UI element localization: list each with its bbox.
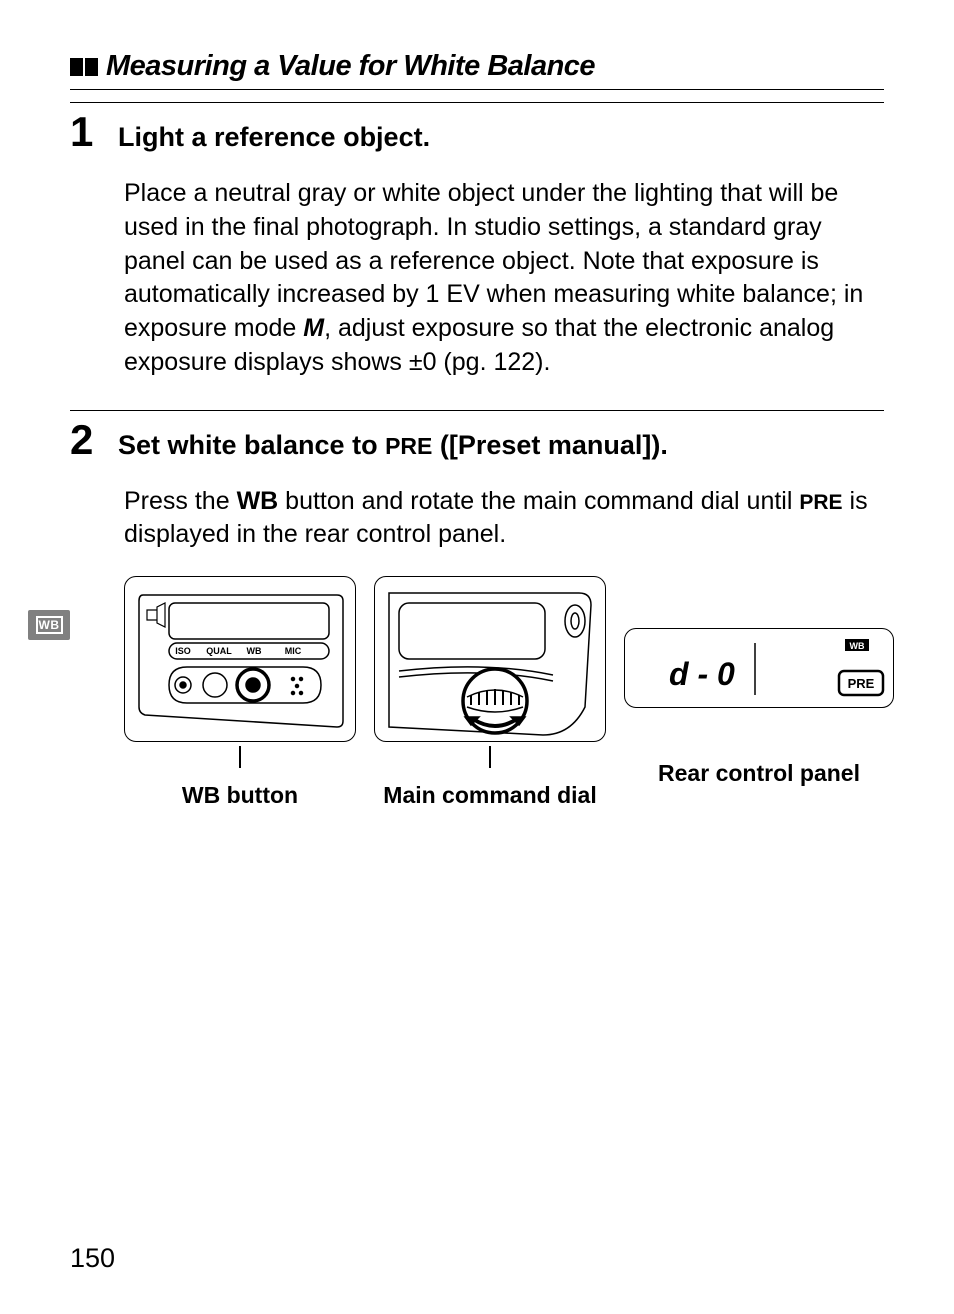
lcd-display-text: d - 0 bbox=[669, 656, 735, 692]
figure-main-command-dial-caption: Main command dial bbox=[383, 782, 596, 809]
figure-row: ISO QUAL WB MIC WB button bbox=[124, 576, 884, 809]
qual-label: QUAL bbox=[206, 646, 232, 656]
figure-rear-control-panel-box: d - 0 WB PRE bbox=[624, 628, 894, 708]
step-1-mode-glyph: M bbox=[303, 314, 324, 342]
lcd-wb-label: WB bbox=[850, 641, 865, 651]
mic-label: MIC bbox=[285, 646, 302, 656]
header-bullet-icon bbox=[70, 58, 98, 76]
step-2-title-post: ([Preset manual]). bbox=[432, 430, 668, 460]
leader-line-1 bbox=[239, 746, 241, 768]
step-2-body-mid: button and rotate the main command dial … bbox=[278, 487, 799, 515]
lcd-pre-label: PRE bbox=[848, 676, 875, 691]
wb-button-diagram-icon: ISO QUAL WB MIC bbox=[125, 577, 357, 743]
section-title: Measuring a Value for White Balance bbox=[106, 50, 595, 83]
figure-main-command-dial-box bbox=[374, 576, 606, 742]
side-tab-wb: WB bbox=[28, 610, 70, 640]
figure-rear-control-panel-caption: Rear control panel bbox=[658, 760, 860, 787]
side-tab-label: WB bbox=[36, 616, 63, 634]
step-1: 1 Light a reference object. Place a neut… bbox=[70, 102, 884, 380]
figure-main-command-dial: Main command dial bbox=[374, 576, 606, 809]
iso-label: ISO bbox=[175, 646, 191, 656]
figure-wb-button: ISO QUAL WB MIC WB button bbox=[124, 576, 356, 809]
step-2-title-pre-label: PRE bbox=[385, 433, 432, 459]
step-1-title: Light a reference object. bbox=[118, 122, 430, 153]
step-2-pre-label: PRE bbox=[799, 491, 842, 514]
step-2: 2 Set white balance to PRE ([Preset manu… bbox=[70, 410, 884, 810]
figure-wb-button-caption: WB button bbox=[182, 782, 298, 809]
step-1-number: 1 bbox=[70, 111, 100, 153]
figure-wb-button-box: ISO QUAL WB MIC bbox=[124, 576, 356, 742]
main-command-dial-diagram-icon bbox=[375, 577, 607, 743]
step-2-title: Set white balance to PRE ([Preset manual… bbox=[118, 430, 668, 461]
section-header: Measuring a Value for White Balance bbox=[70, 50, 884, 90]
step-2-body-pre: Press the bbox=[124, 487, 237, 515]
figure-rear-control-panel: d - 0 WB PRE Rear control panel bbox=[624, 628, 894, 787]
leader-line-2 bbox=[489, 746, 491, 768]
page-number: 150 bbox=[70, 1243, 115, 1274]
step-1-body: Place a neutral gray or white object und… bbox=[124, 177, 884, 380]
step-2-body: Press the WB button and rotate the main … bbox=[124, 485, 884, 553]
step-2-wb-label: WB bbox=[237, 487, 279, 515]
step-2-title-pre: Set white balance to bbox=[118, 430, 385, 460]
rear-control-panel-diagram-icon: d - 0 WB PRE bbox=[625, 629, 895, 709]
step-2-number: 2 bbox=[70, 419, 100, 461]
wb-label: WB bbox=[247, 646, 262, 656]
